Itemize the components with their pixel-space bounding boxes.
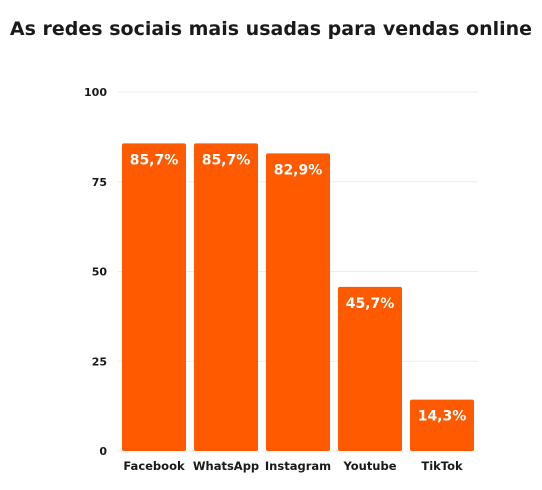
bar-youtube bbox=[338, 286, 402, 451]
value-label: 45,7% bbox=[346, 296, 395, 312]
chart-title: As redes sociais mais usadas para vendas… bbox=[9, 18, 533, 40]
bars bbox=[122, 143, 474, 452]
value-labels: 85,7% 85,7% 82,9% 45,7% 14,3% bbox=[130, 152, 467, 424]
x-axis-categories: Facebook WhatsApp Instagram Youtube TikTok bbox=[123, 459, 463, 473]
category-label: WhatsApp bbox=[193, 459, 259, 473]
bar-instagram bbox=[266, 153, 330, 452]
value-label: 14,3% bbox=[418, 409, 467, 425]
y-tick-label: 75 bbox=[92, 176, 107, 189]
y-tick-label: 50 bbox=[92, 266, 108, 279]
value-label: 85,7% bbox=[202, 152, 251, 168]
y-axis-ticks: 0 25 50 75 100 bbox=[84, 86, 107, 458]
bar-tiktok bbox=[410, 399, 474, 451]
category-label: Facebook bbox=[123, 459, 185, 473]
y-tick-label: 100 bbox=[84, 86, 107, 99]
bar-whatsapp bbox=[194, 143, 258, 451]
value-label: 85,7% bbox=[130, 152, 179, 168]
y-tick-label: 25 bbox=[92, 355, 107, 368]
value-label: 82,9% bbox=[274, 162, 323, 178]
y-tick-label: 0 bbox=[99, 445, 107, 458]
category-label: Instagram bbox=[265, 459, 331, 473]
category-label: TikTok bbox=[421, 459, 463, 473]
bar-facebook bbox=[122, 143, 186, 451]
category-label: Youtube bbox=[342, 459, 396, 473]
